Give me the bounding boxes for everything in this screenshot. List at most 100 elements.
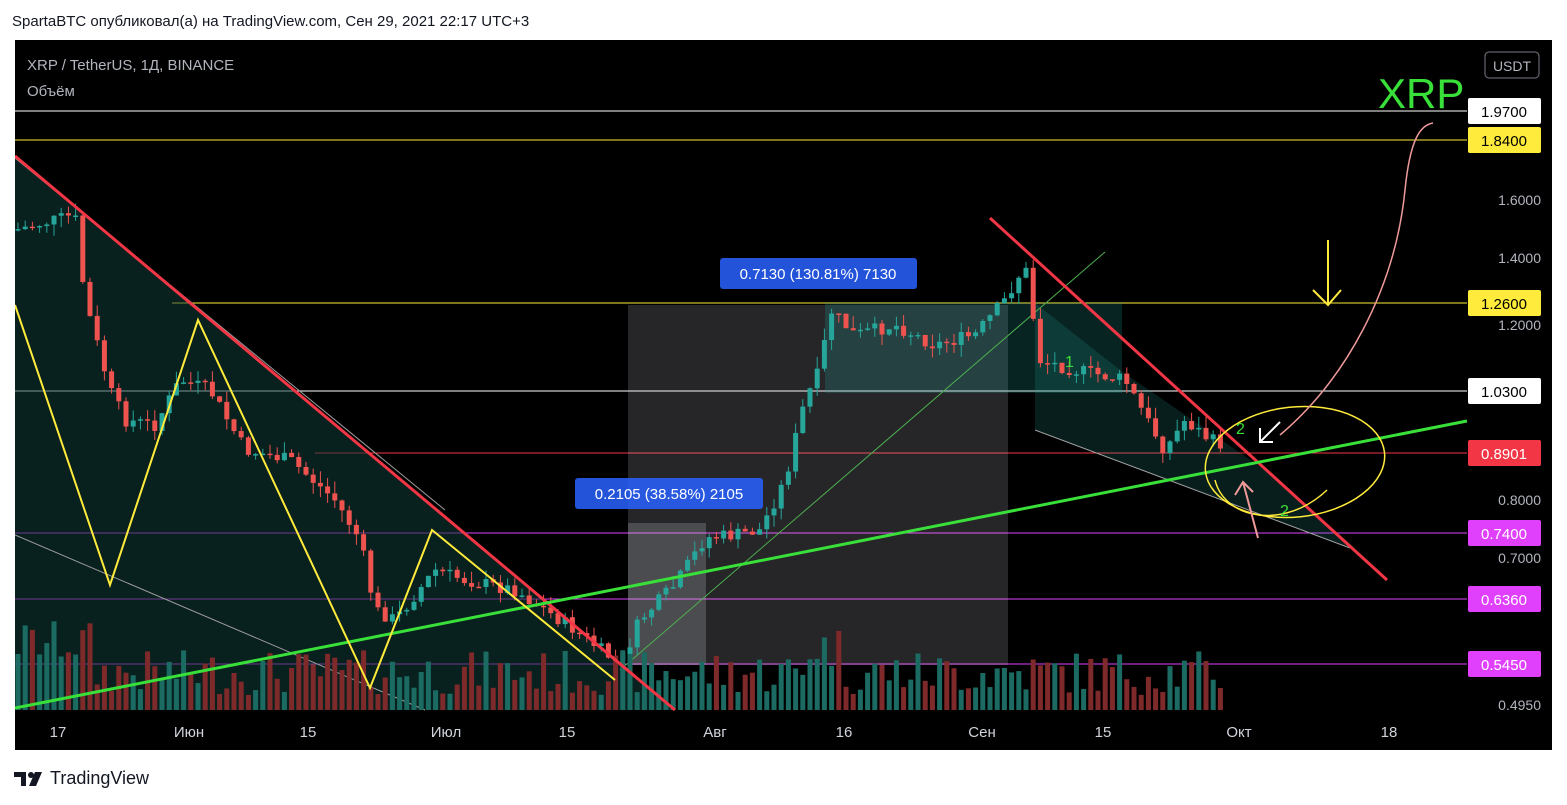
candle-body — [663, 587, 669, 595]
volume-bar — [181, 650, 187, 710]
volume-bar — [533, 688, 539, 710]
candle-body — [915, 334, 921, 337]
y-axis[interactable]: 1.6000 1.4000 1.2000 0.8000 0.7000 0.4950 — [1498, 192, 1541, 713]
tradingview-logo[interactable]: TradingView — [14, 768, 149, 789]
volume-bar — [238, 681, 244, 710]
candle-body — [857, 329, 863, 332]
candle-body — [757, 529, 763, 535]
volume-bar — [850, 693, 856, 710]
volume-bar — [137, 689, 143, 710]
x-tick-label: 16 — [836, 724, 853, 741]
volume-bar — [728, 662, 734, 710]
candle-body — [937, 341, 943, 349]
volume-bar — [757, 659, 763, 710]
candle-body — [37, 226, 43, 228]
volume-bar — [289, 667, 295, 710]
up-arrow-icon — [1234, 480, 1259, 539]
volume-bar — [937, 658, 943, 710]
volume-bar — [101, 665, 107, 710]
volume-bar — [649, 663, 655, 710]
volume-bar — [1203, 661, 1209, 710]
candle-body — [951, 342, 957, 345]
candle-body — [670, 587, 676, 589]
candle-body — [361, 534, 367, 551]
y-tick-label: 0.4950 — [1498, 697, 1541, 713]
volume-bar — [634, 692, 640, 710]
volume-bar — [411, 687, 417, 710]
volume-bar — [375, 694, 381, 710]
volume-bar — [1102, 658, 1108, 710]
volume-bar — [217, 694, 223, 710]
measure-label-2: 0.2105 (38.58%) 2105 — [595, 486, 743, 503]
candle-body — [224, 401, 230, 420]
currency-button[interactable] — [1484, 51, 1540, 79]
volume-bar — [296, 654, 302, 710]
candle-body — [130, 420, 136, 427]
x-tick-label: Июн — [174, 724, 204, 741]
volume-bar — [1001, 667, 1007, 710]
price-label: 1.2600 — [1481, 296, 1527, 313]
volume-bar — [195, 683, 201, 710]
candle-body — [1073, 374, 1079, 376]
candle-body — [317, 482, 323, 487]
volume-bar — [505, 663, 511, 710]
candle-body — [1009, 293, 1015, 299]
candle-body — [1145, 407, 1151, 419]
volume-bar — [224, 688, 230, 710]
x-tick-label: Окт — [1226, 724, 1251, 741]
symbol-legend[interactable]: XRP / TetherUS, 1Д, BINANCE — [27, 57, 234, 74]
candle-body — [893, 325, 899, 330]
candle-body — [1203, 427, 1209, 440]
volume-bar — [418, 672, 424, 710]
volume-bar — [879, 665, 885, 710]
candle-body — [605, 643, 611, 658]
volume-bar — [980, 673, 986, 710]
volume-bar — [613, 655, 619, 710]
volume-bar — [548, 691, 554, 710]
candle-body — [1217, 434, 1223, 449]
candle-body — [1081, 366, 1087, 375]
y-tick-label: 0.7000 — [1498, 550, 1541, 566]
resistance-trendline-right[interactable] — [988, 216, 1389, 582]
volume-bar — [1174, 686, 1180, 710]
volume-bar — [929, 685, 935, 710]
volume-bar — [1117, 654, 1123, 710]
candle-body — [433, 569, 439, 576]
candle-body — [1117, 373, 1123, 380]
resistance-trendline-left[interactable] — [15, 154, 676, 712]
volume-bar — [51, 621, 57, 710]
candle-body — [454, 569, 460, 578]
volume-bar — [58, 656, 64, 710]
candle-body — [1059, 362, 1065, 373]
volume-bar — [94, 684, 100, 710]
candle-body — [735, 528, 741, 540]
volume-bar — [80, 630, 86, 710]
candle-body — [346, 510, 352, 525]
candle-body — [51, 215, 57, 225]
volume-bar — [87, 623, 93, 710]
volume-bar — [1095, 690, 1101, 710]
volume-bar — [1037, 665, 1043, 710]
volume-bar — [1059, 666, 1065, 710]
candle-body — [865, 328, 871, 330]
support-trendline[interactable] — [15, 419, 1468, 710]
candle-body — [1174, 430, 1180, 442]
candle-body — [382, 607, 388, 622]
x-axis[interactable]: 17 Июн 15 Июл 15 Авг 16 Сен 15 Окт 18 — [50, 724, 1398, 741]
volume-bar — [922, 680, 928, 710]
candle-body — [188, 382, 194, 384]
price-label-bg — [1468, 520, 1541, 546]
price-chart-svg[interactable]: 1 2 2 0.7130 (130.81%) 7130 0.2105 (38.5… — [15, 40, 1552, 750]
volume-legend[interactable]: Объём — [27, 83, 75, 100]
chart-area[interactable]: 1 2 2 0.7130 (130.81%) 7130 0.2105 (38.5… — [15, 40, 1552, 750]
volume-bar — [569, 692, 575, 710]
volume-bar — [785, 659, 791, 710]
candle-body — [541, 605, 547, 608]
volume-bar — [577, 681, 583, 710]
volume-bar — [965, 688, 971, 710]
candle-body — [879, 323, 885, 335]
price-label-bg — [1468, 127, 1541, 153]
candle-body — [555, 613, 561, 625]
volume-bar — [166, 661, 172, 710]
candle-body — [785, 471, 791, 485]
